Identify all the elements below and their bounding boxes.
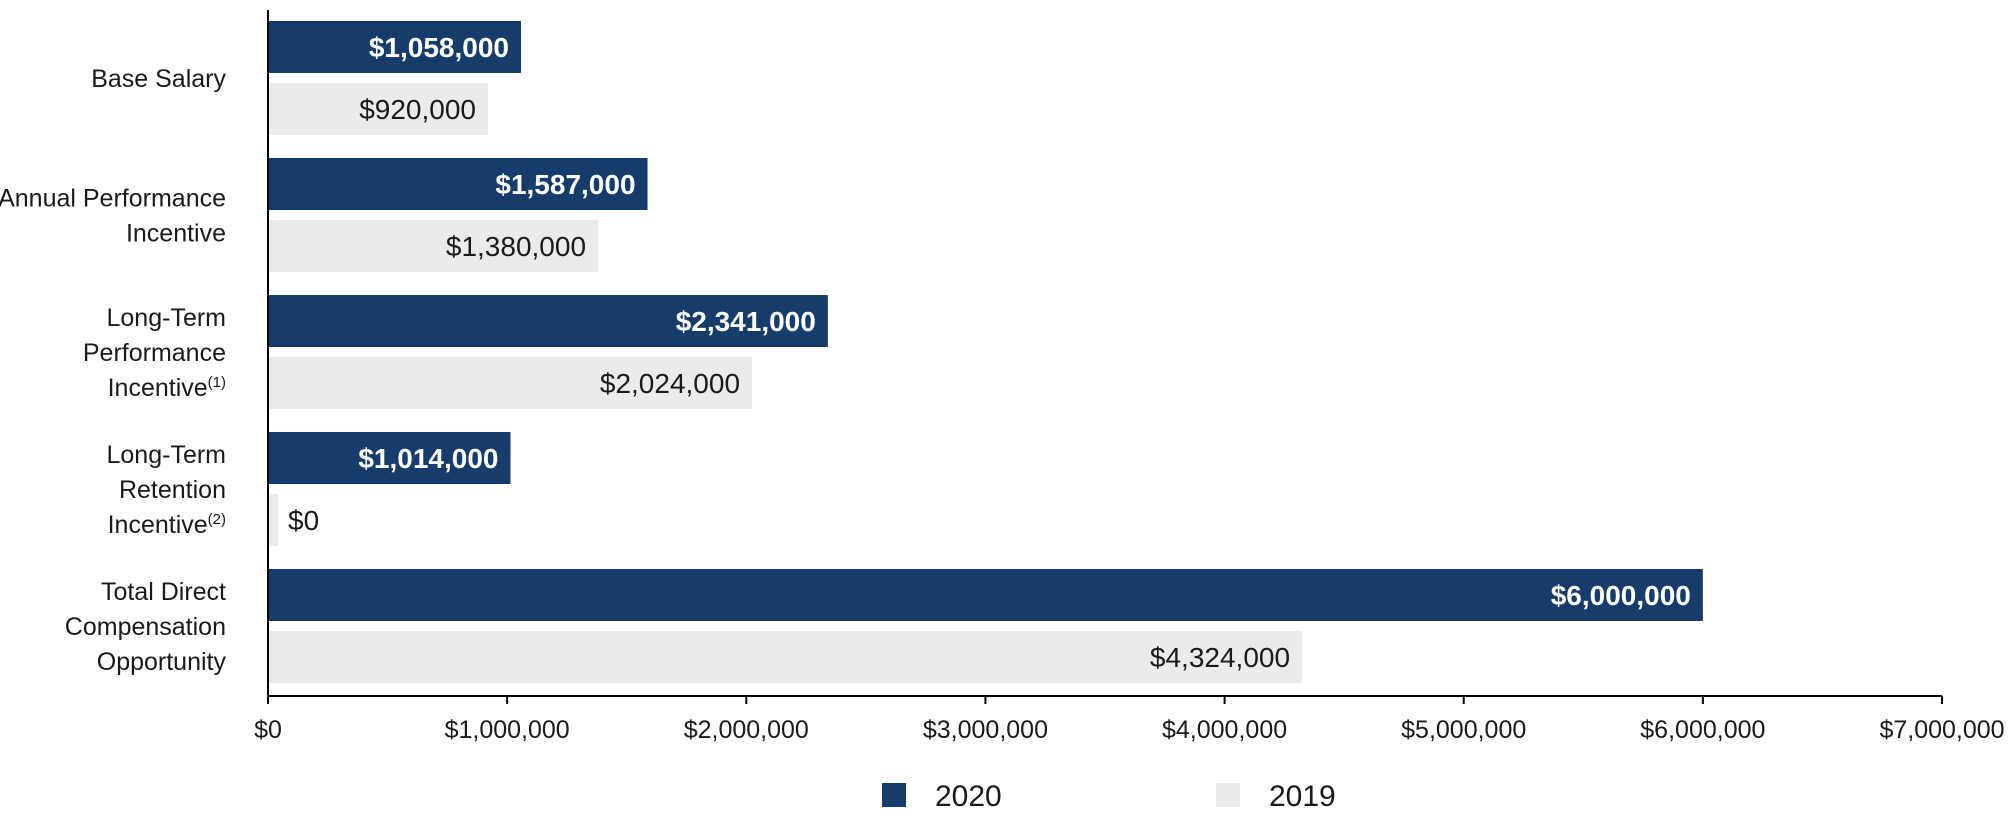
value-label-2019-1: $1,380,000: [446, 231, 586, 262]
bar-2019-4: [268, 631, 1303, 683]
category-label-3-line-2: Incentive(2): [108, 511, 226, 539]
legend-label-2020: 2020: [935, 780, 1002, 813]
value-label-2020-2: $2,341,000: [676, 306, 816, 337]
category-label-1-line-1: Incentive: [126, 220, 226, 248]
x-tick-label-1: $1,000,000: [445, 716, 570, 744]
category-label-4-line-1: Compensation: [65, 613, 226, 641]
value-label-2019-4: $4,324,000: [1150, 642, 1290, 673]
category-label-2-line-2: Incentive(1): [108, 374, 226, 402]
value-label-2019-2: $2,024,000: [600, 368, 740, 399]
category-label-1-line-0: Annual Performance: [0, 185, 226, 213]
bar-2019-3: [268, 494, 278, 546]
value-label-2019-0: $920,000: [359, 94, 476, 125]
category-label-3-line-0: Long-Term: [107, 441, 227, 469]
x-tick-label-0: $0: [254, 716, 282, 744]
category-label-0-line-0: Base Salary: [91, 65, 226, 93]
x-tick-label-5: $5,000,000: [1401, 716, 1526, 744]
x-tick-label-2: $2,000,000: [684, 716, 809, 744]
bar-2020-1: [268, 158, 648, 210]
x-tick-label-3: $3,000,000: [923, 716, 1048, 744]
bar-2020-2: [268, 295, 828, 347]
bar-2020-3: [268, 432, 511, 484]
value-label-2020-4: $6,000,000: [1551, 580, 1691, 611]
category-label-2-line-1: Performance: [83, 339, 226, 367]
bar-2019-0: [268, 83, 489, 135]
x-tick-label-6: $6,000,000: [1640, 716, 1765, 744]
category-label-4-line-2: Opportunity: [97, 648, 227, 676]
bar-2019-1: [268, 220, 599, 272]
x-tick-label-4: $4,000,000: [1162, 716, 1287, 744]
value-label-2020-3: $1,014,000: [358, 443, 498, 474]
bar-2020-4: [268, 569, 1703, 621]
category-label-2-line-0: Long-Term: [107, 304, 227, 332]
x-tick-label-7: $7,000,000: [1879, 716, 2004, 744]
legend-swatch-2020: [882, 783, 906, 807]
category-label-3-line-1: Retention: [119, 476, 226, 504]
value-label-2019-3: $0: [288, 505, 319, 536]
bar-2020-0: [268, 21, 522, 73]
value-label-2020-1: $1,587,000: [495, 169, 635, 200]
legend-swatch-2019: [1216, 783, 1240, 807]
value-label-2020-0: $1,058,000: [369, 32, 509, 63]
bar-2019-2: [268, 357, 753, 409]
category-label-4-line-0: Total Direct: [101, 578, 226, 606]
legend-label-2019: 2019: [1269, 780, 1336, 813]
